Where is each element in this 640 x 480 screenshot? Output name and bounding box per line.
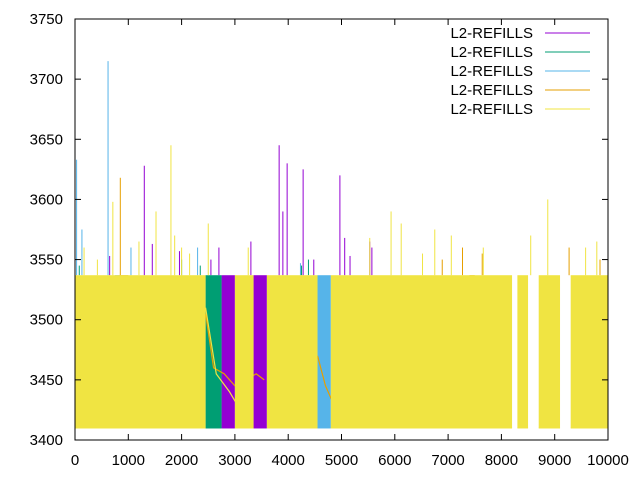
y-tick-label: 3550	[30, 252, 63, 269]
x-tick-label: 7000	[431, 452, 464, 469]
series-1-block-2	[253, 275, 267, 428]
legend-label: L2-REFILLS	[450, 25, 533, 42]
x-axis: 0 1000 2000 3000 4000 5000 6000 7000 8000 9000 100…	[71, 19, 629, 469]
legend-label: L2-REFILLS	[450, 44, 533, 61]
series-5-block-2	[234, 275, 254, 428]
legend-label: L2-REFILLS	[450, 101, 533, 118]
series-5	[75, 145, 608, 429]
series-3-block-2	[317, 275, 331, 428]
series-5-block-5	[517, 275, 529, 428]
plot-area	[75, 61, 608, 429]
legend-item: L2-REFILLS	[450, 101, 590, 118]
y-axis: 3400 3450 3500 3550 3600 3650 3700 3750	[30, 11, 608, 449]
legend-item: L2-REFILLS	[450, 44, 590, 61]
legend-item: L2-REFILLS	[450, 25, 590, 42]
x-tick-label: 0	[71, 452, 79, 469]
x-tick-label: 4000	[272, 452, 305, 469]
legend-label: L2-REFILLS	[450, 63, 533, 80]
y-tick-label: 3450	[30, 372, 63, 389]
series-5-block-7	[570, 275, 608, 428]
series-5-drift-2	[539, 403, 559, 417]
series-2-block-1	[205, 275, 222, 428]
y-tick-label: 3600	[30, 191, 63, 208]
series-5-block-6	[538, 275, 561, 428]
legend-item: L2-REFILLS	[450, 82, 590, 99]
x-tick-label: 1000	[112, 452, 145, 469]
y-tick-label: 3700	[30, 71, 63, 88]
legend-label: L2-REFILLS	[450, 82, 533, 99]
x-tick-label: 10000	[587, 452, 629, 469]
x-tick-label: 3000	[218, 452, 251, 469]
y-tick-label: 3400	[30, 432, 63, 449]
x-tick-label: 9000	[538, 452, 571, 469]
legend-item: L2-REFILLS	[450, 63, 590, 80]
x-tick-label: 6000	[378, 452, 411, 469]
series-5-drift-1	[204, 307, 247, 417]
y-tick-label: 3650	[30, 131, 63, 148]
plot-frame	[74, 18, 609, 441]
y-tick-label: 3500	[30, 312, 63, 329]
series-5-block-1	[75, 275, 206, 428]
series-1-block-1	[221, 275, 235, 428]
series-5-block-3	[266, 275, 318, 428]
x-tick-label: 2000	[165, 452, 198, 469]
x-tick-label: 8000	[485, 452, 518, 469]
y-tick-label: 3750	[30, 11, 63, 28]
series-1	[109, 145, 373, 429]
series-5-block-4	[330, 275, 513, 428]
x-tick-label: 5000	[325, 452, 358, 469]
legend: L2-REFILLS L2-REFILLS L2-REFILLS L2-REFILLS…	[450, 25, 590, 118]
